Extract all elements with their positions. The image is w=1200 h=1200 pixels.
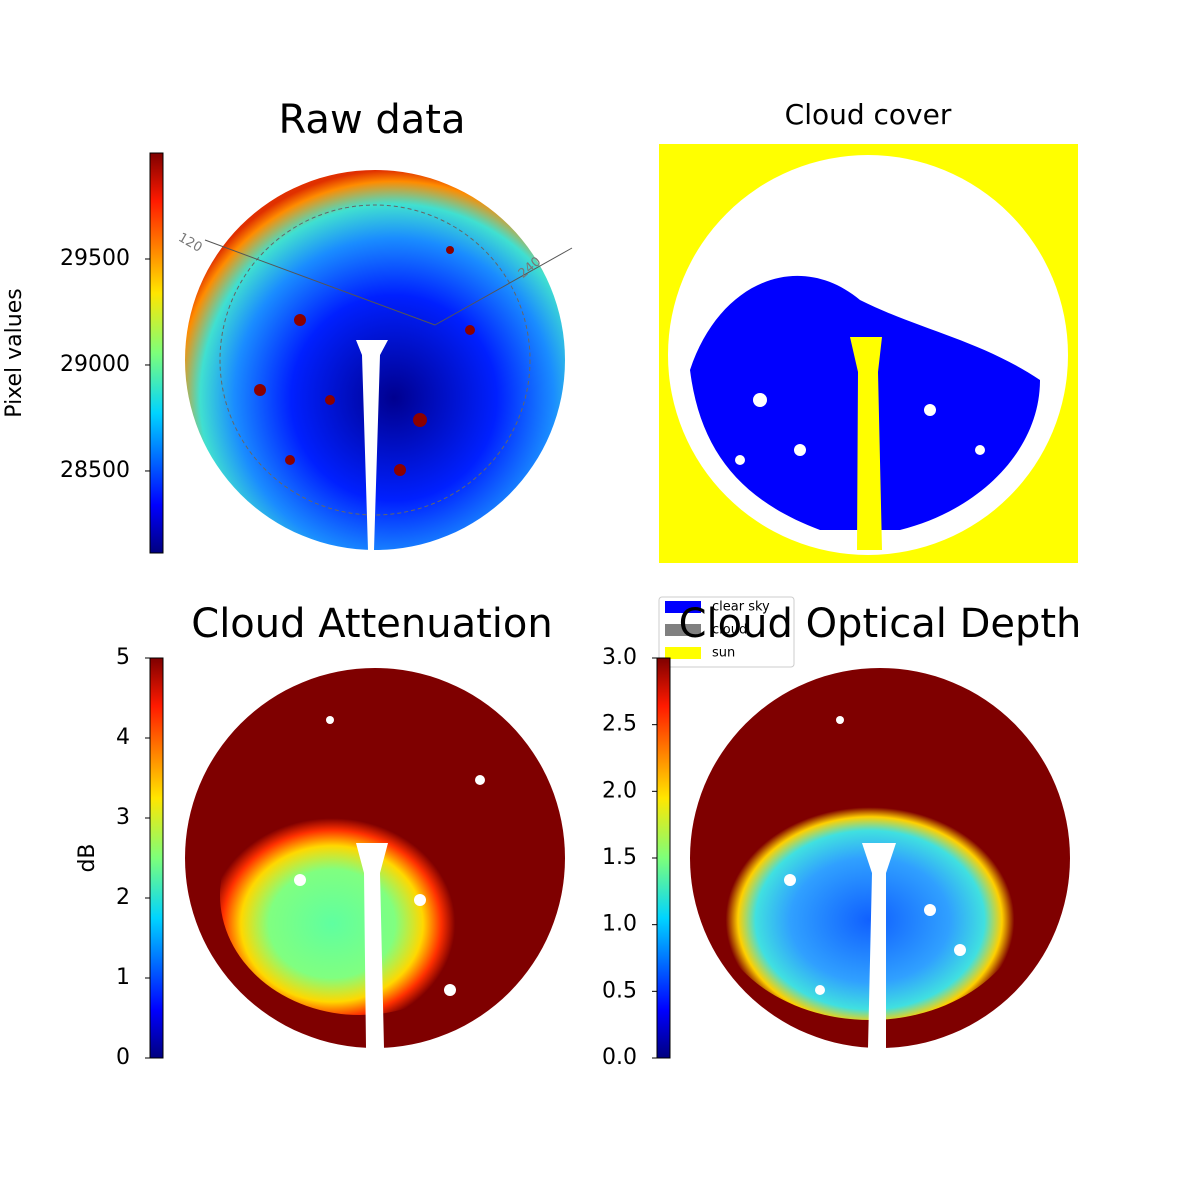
raw-image: [185, 170, 573, 550]
colorbar-tick-label: 1.0: [602, 912, 637, 937]
colorbar-tick-label: 1.5: [602, 845, 637, 870]
cod-image: [690, 668, 1070, 1048]
legend-label: clear sky: [712, 600, 770, 615]
colorbar-label: dB: [75, 843, 100, 872]
cloud-cover-image: [659, 144, 1078, 563]
panel-title: Cloud Optical Depth: [679, 601, 1082, 647]
colorbar-tick-label: 2.0: [602, 778, 637, 803]
colorbar: [656, 657, 671, 1059]
colorbar-tick-label: 28500: [60, 458, 130, 483]
colorbar-tick-label: 1: [116, 965, 130, 990]
colorbar-tick-label: 29500: [60, 246, 130, 271]
colorbar-tick-label: 3: [116, 805, 130, 830]
panel-title: Raw data: [279, 97, 466, 143]
colorbar-tick-label: 2: [116, 885, 130, 910]
colorbar-label: Pixel values: [2, 288, 27, 417]
legend-label: cloud: [712, 623, 747, 638]
panel-title: Cloud Attenuation: [191, 601, 552, 647]
colorbar-tick-label: 0.5: [602, 978, 637, 1003]
colorbar: [149, 152, 164, 554]
colorbar-tick-label: 3.0: [602, 645, 637, 670]
polar-label: 120: [175, 230, 204, 255]
panel-title: Cloud cover: [785, 98, 952, 131]
colorbar-tick-label: 5: [116, 645, 130, 670]
colorbar-tick-label: 29000: [60, 352, 130, 377]
colorbar-tick-label: 2.5: [602, 712, 637, 737]
legend-swatch: [665, 624, 701, 636]
colorbar-tick-label: 4: [116, 725, 130, 750]
attenuation-image: [185, 668, 565, 1048]
legend-label: sun: [712, 646, 735, 661]
legend-swatch: [665, 601, 701, 613]
colorbar-tick-label: 0: [116, 1045, 130, 1070]
colorbar-tick-label: 0.0: [602, 1045, 637, 1070]
colorbar: [149, 657, 164, 1059]
legend-swatch: [665, 647, 701, 659]
